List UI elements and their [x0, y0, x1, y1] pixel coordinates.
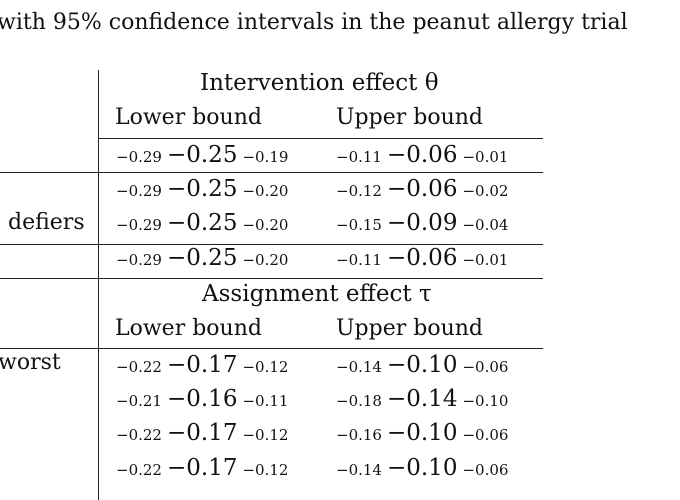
row-rule [0, 278, 543, 280]
ci-upper-limit: −0.20 [242, 216, 289, 234]
ci-upper-limit: −0.20 [242, 251, 289, 269]
ci-cell-upper: −0.12 −0.06 −0.02 [336, 176, 508, 202]
ci-upper-limit: −0.06 [462, 461, 509, 479]
point-estimate: −0.06 [386, 245, 458, 271]
ci-cell-upper: −0.15 −0.09 −0.04 [336, 210, 508, 236]
ci-upper-limit: −0.11 [242, 392, 289, 410]
row-rule [0, 172, 543, 174]
ci-cell-lower: −0.29 −0.25 −0.19 [116, 142, 288, 168]
ci-lower-limit: −0.29 [116, 216, 162, 234]
table-caption: with 95% confidence intervals in the pea… [0, 10, 628, 35]
ci-cell-lower: −0.29 −0.25 −0.20 [116, 210, 288, 236]
header-rule [98, 138, 543, 140]
ci-cell-upper: −0.14 −0.10 −0.06 [336, 352, 508, 378]
row-label-defiers: defiers [8, 210, 85, 235]
ci-upper-limit: −0.06 [462, 426, 509, 444]
point-estimate: −0.10 [386, 455, 458, 481]
ci-lower-limit: −0.29 [116, 148, 162, 166]
ci-upper-limit: −0.20 [242, 182, 289, 200]
ci-lower-limit: −0.22 [116, 461, 162, 479]
ci-lower-limit: −0.22 [116, 426, 162, 444]
ci-cell-lower: −0.29 −0.25 −0.20 [116, 176, 288, 202]
ci-upper-limit: −0.12 [242, 461, 289, 479]
point-estimate: −0.17 [166, 455, 238, 481]
ci-upper-limit: −0.02 [462, 182, 509, 200]
ci-lower-limit: −0.22 [116, 358, 162, 376]
ci-lower-limit: −0.18 [336, 392, 382, 410]
ci-lower-limit: −0.21 [116, 392, 162, 410]
header-rule [0, 348, 543, 350]
ci-cell-upper: −0.16 −0.10 −0.06 [336, 420, 508, 446]
row-rule [0, 244, 543, 246]
ci-lower-limit: −0.15 [336, 216, 382, 234]
ci-lower-limit: −0.29 [116, 251, 162, 269]
assignment-effect-header: Assignment effect τ [202, 281, 432, 307]
ci-cell-lower: −0.21 −0.16 −0.11 [116, 386, 288, 412]
point-estimate: −0.25 [166, 210, 238, 236]
point-estimate: −0.17 [166, 420, 238, 446]
ci-upper-limit: −0.01 [462, 148, 509, 166]
point-estimate: −0.09 [386, 210, 458, 236]
ci-upper-limit: −0.12 [242, 426, 289, 444]
point-estimate: −0.17 [166, 352, 238, 378]
point-estimate: −0.25 [166, 142, 238, 168]
ci-cell-lower: −0.22 −0.17 −0.12 [116, 352, 288, 378]
ci-lower-limit: −0.16 [336, 426, 382, 444]
point-estimate: −0.06 [386, 176, 458, 202]
ci-upper-limit: −0.04 [462, 216, 509, 234]
ci-lower-limit: −0.14 [336, 358, 382, 376]
ci-cell-upper: −0.11 −0.06 −0.01 [336, 142, 508, 168]
ci-lower-limit: −0.11 [336, 148, 382, 166]
ci-cell-lower: −0.22 −0.17 −0.12 [116, 420, 288, 446]
ci-lower-limit: −0.29 [116, 182, 162, 200]
intervention-lower-bound-header: Lower bound [115, 105, 262, 130]
ci-lower-limit: −0.14 [336, 461, 382, 479]
assignment-lower-bound-header: Lower bound [115, 316, 262, 341]
ci-upper-limit: −0.01 [462, 251, 509, 269]
ci-cell-upper: −0.14 −0.10 −0.06 [336, 455, 508, 481]
ci-cell-upper: −0.18 −0.14 −0.10 [336, 386, 508, 412]
point-estimate: −0.25 [166, 176, 238, 202]
point-estimate: −0.25 [166, 245, 238, 271]
ci-cell-lower: −0.22 −0.17 −0.12 [116, 455, 288, 481]
ci-upper-limit: −0.12 [242, 358, 289, 376]
ci-lower-limit: −0.11 [336, 251, 382, 269]
intervention-upper-bound-header: Upper bound [336, 105, 483, 130]
ci-upper-limit: −0.06 [462, 358, 509, 376]
ci-cell-upper: −0.11 −0.06 −0.01 [336, 245, 508, 271]
row-label-worst: worst [0, 350, 61, 375]
ci-lower-limit: −0.12 [336, 182, 382, 200]
column-divider [98, 70, 100, 500]
ci-upper-limit: −0.19 [242, 148, 289, 166]
point-estimate: −0.10 [386, 352, 458, 378]
point-estimate: −0.06 [386, 142, 458, 168]
point-estimate: −0.14 [386, 386, 458, 412]
ci-upper-limit: −0.10 [462, 392, 509, 410]
assignment-upper-bound-header: Upper bound [336, 316, 483, 341]
point-estimate: −0.10 [386, 420, 458, 446]
point-estimate: −0.16 [166, 386, 238, 412]
ci-cell-lower: −0.29 −0.25 −0.20 [116, 245, 288, 271]
intervention-effect-header: Intervention effect θ [200, 70, 439, 96]
